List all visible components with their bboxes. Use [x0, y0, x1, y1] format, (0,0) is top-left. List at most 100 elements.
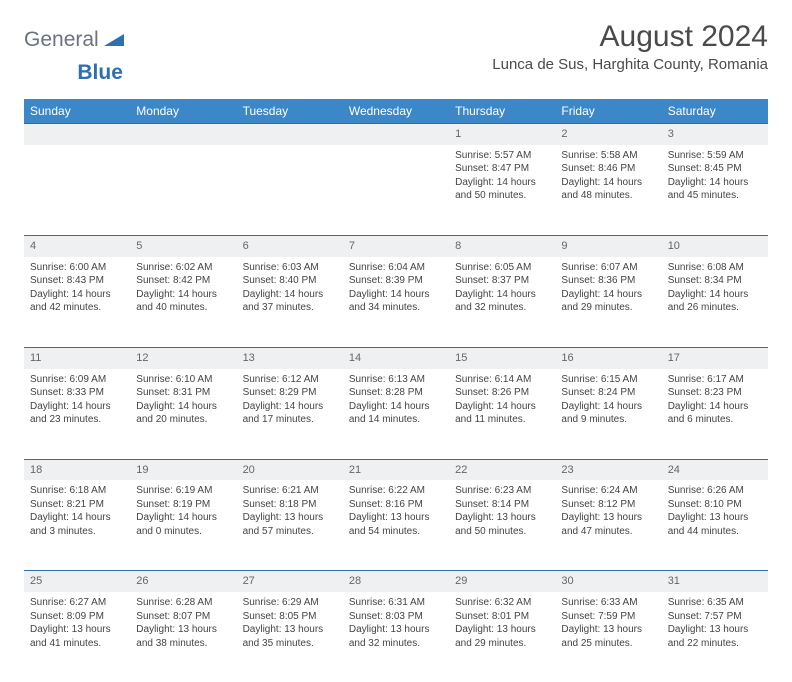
sunset-text: Sunset: 8:29 PM: [243, 386, 337, 400]
sunrise-text: Sunrise: 6:13 AM: [349, 373, 443, 387]
sunrise-text: Sunrise: 6:00 AM: [30, 261, 124, 275]
daylight-text-2: and 50 minutes.: [455, 525, 549, 539]
day-number-cell: 9: [555, 235, 661, 256]
sunset-text: Sunset: 8:19 PM: [136, 498, 230, 512]
day-detail-cell: Sunrise: 6:31 AMSunset: 8:03 PMDaylight:…: [343, 592, 449, 682]
daylight-text-2: and 48 minutes.: [561, 189, 655, 203]
sunrise-text: Sunrise: 6:31 AM: [349, 596, 443, 610]
daylight-text-1: Daylight: 13 hours: [455, 623, 549, 637]
day-number-cell: 24: [662, 459, 768, 480]
day-detail-row: Sunrise: 6:09 AMSunset: 8:33 PMDaylight:…: [24, 369, 768, 460]
day-number-cell: 26: [130, 571, 236, 592]
sunrise-text: Sunrise: 6:27 AM: [30, 596, 124, 610]
sunset-text: Sunset: 8:34 PM: [668, 274, 762, 288]
sunrise-text: Sunrise: 6:17 AM: [668, 373, 762, 387]
day-number-cell: 21: [343, 459, 449, 480]
daylight-text-1: Daylight: 14 hours: [668, 176, 762, 190]
daylight-text-1: Daylight: 14 hours: [136, 511, 230, 525]
sunset-text: Sunset: 8:18 PM: [243, 498, 337, 512]
daylight-text-2: and 57 minutes.: [243, 525, 337, 539]
sunset-text: Sunset: 8:16 PM: [349, 498, 443, 512]
day-number-cell: 31: [662, 571, 768, 592]
daylight-text-1: Daylight: 13 hours: [30, 623, 124, 637]
daylight-text-1: Daylight: 13 hours: [243, 623, 337, 637]
daylight-text-1: Daylight: 14 hours: [349, 400, 443, 414]
day-detail-cell: [24, 145, 130, 236]
day-detail-cell: Sunrise: 6:32 AMSunset: 8:01 PMDaylight:…: [449, 592, 555, 682]
day-detail-cell: Sunrise: 6:14 AMSunset: 8:26 PMDaylight:…: [449, 369, 555, 460]
day-number-cell: 4: [24, 235, 130, 256]
day-number-cell: [343, 124, 449, 145]
daylight-text-2: and 29 minutes.: [561, 301, 655, 315]
sunrise-text: Sunrise: 6:10 AM: [136, 373, 230, 387]
day-detail-cell: Sunrise: 6:09 AMSunset: 8:33 PMDaylight:…: [24, 369, 130, 460]
day-detail-cell: Sunrise: 6:24 AMSunset: 8:12 PMDaylight:…: [555, 480, 661, 571]
daylight-text-2: and 6 minutes.: [668, 413, 762, 427]
sunrise-text: Sunrise: 6:26 AM: [668, 484, 762, 498]
sunset-text: Sunset: 8:43 PM: [30, 274, 124, 288]
day-number-cell: 15: [449, 347, 555, 368]
daylight-text-2: and 26 minutes.: [668, 301, 762, 315]
daylight-text-1: Daylight: 13 hours: [561, 511, 655, 525]
day-detail-cell: Sunrise: 6:21 AMSunset: 8:18 PMDaylight:…: [237, 480, 343, 571]
day-detail-cell: Sunrise: 6:27 AMSunset: 8:09 PMDaylight:…: [24, 592, 130, 682]
day-number-cell: [24, 124, 130, 145]
sunrise-text: Sunrise: 6:19 AM: [136, 484, 230, 498]
sunset-text: Sunset: 8:46 PM: [561, 162, 655, 176]
day-detail-cell: Sunrise: 6:17 AMSunset: 8:23 PMDaylight:…: [662, 369, 768, 460]
day-number-cell: 12: [130, 347, 236, 368]
day-detail-cell: Sunrise: 6:26 AMSunset: 8:10 PMDaylight:…: [662, 480, 768, 571]
day-detail-cell: Sunrise: 6:00 AMSunset: 8:43 PMDaylight:…: [24, 257, 130, 348]
daylight-text-2: and 42 minutes.: [30, 301, 124, 315]
day-number-cell: 16: [555, 347, 661, 368]
day-number-cell: 6: [237, 235, 343, 256]
day-number-cell: [237, 124, 343, 145]
day-number-cell: [130, 124, 236, 145]
month-title: August 2024: [492, 20, 768, 54]
sunset-text: Sunset: 8:10 PM: [668, 498, 762, 512]
daylight-text-1: Daylight: 13 hours: [243, 511, 337, 525]
sunset-text: Sunset: 8:31 PM: [136, 386, 230, 400]
day-number-cell: 17: [662, 347, 768, 368]
sunrise-text: Sunrise: 6:12 AM: [243, 373, 337, 387]
day-detail-cell: Sunrise: 6:15 AMSunset: 8:24 PMDaylight:…: [555, 369, 661, 460]
day-detail-cell: [343, 145, 449, 236]
daylight-text-2: and 32 minutes.: [349, 637, 443, 651]
daylight-text-1: Daylight: 14 hours: [561, 176, 655, 190]
sunrise-text: Sunrise: 6:03 AM: [243, 261, 337, 275]
sunrise-text: Sunrise: 6:21 AM: [243, 484, 337, 498]
daylight-text-2: and 23 minutes.: [30, 413, 124, 427]
daylight-text-1: Daylight: 14 hours: [30, 288, 124, 302]
day-detail-cell: Sunrise: 6:35 AMSunset: 7:57 PMDaylight:…: [662, 592, 768, 682]
sunrise-text: Sunrise: 6:04 AM: [349, 261, 443, 275]
daylight-text-2: and 20 minutes.: [136, 413, 230, 427]
day-detail-cell: Sunrise: 5:58 AMSunset: 8:46 PMDaylight:…: [555, 145, 661, 236]
day-detail-cell: Sunrise: 6:12 AMSunset: 8:29 PMDaylight:…: [237, 369, 343, 460]
day-number-cell: 18: [24, 459, 130, 480]
day-detail-cell: Sunrise: 5:59 AMSunset: 8:45 PMDaylight:…: [662, 145, 768, 236]
daylight-text-1: Daylight: 14 hours: [455, 288, 549, 302]
day-header: Friday: [555, 99, 661, 124]
day-detail-cell: Sunrise: 6:02 AMSunset: 8:42 PMDaylight:…: [130, 257, 236, 348]
daylight-text-1: Daylight: 14 hours: [243, 288, 337, 302]
daylight-text-1: Daylight: 14 hours: [136, 288, 230, 302]
daylight-text-2: and 38 minutes.: [136, 637, 230, 651]
sunrise-text: Sunrise: 6:32 AM: [455, 596, 549, 610]
day-number-cell: 8: [449, 235, 555, 256]
daylight-text-2: and 45 minutes.: [668, 189, 762, 203]
daylight-text-1: Daylight: 13 hours: [668, 623, 762, 637]
day-detail-cell: Sunrise: 6:18 AMSunset: 8:21 PMDaylight:…: [24, 480, 130, 571]
sunset-text: Sunset: 8:33 PM: [30, 386, 124, 400]
daylight-text-1: Daylight: 14 hours: [136, 400, 230, 414]
sunrise-text: Sunrise: 6:18 AM: [30, 484, 124, 498]
daylight-text-1: Daylight: 13 hours: [561, 623, 655, 637]
sunset-text: Sunset: 8:28 PM: [349, 386, 443, 400]
day-detail-cell: Sunrise: 6:05 AMSunset: 8:37 PMDaylight:…: [449, 257, 555, 348]
day-detail-cell: Sunrise: 6:04 AMSunset: 8:39 PMDaylight:…: [343, 257, 449, 348]
sunrise-text: Sunrise: 6:35 AM: [668, 596, 762, 610]
sunrise-text: Sunrise: 6:08 AM: [668, 261, 762, 275]
day-number-cell: 7: [343, 235, 449, 256]
daylight-text-2: and 40 minutes.: [136, 301, 230, 315]
day-number-cell: 22: [449, 459, 555, 480]
day-detail-row: Sunrise: 6:00 AMSunset: 8:43 PMDaylight:…: [24, 257, 768, 348]
